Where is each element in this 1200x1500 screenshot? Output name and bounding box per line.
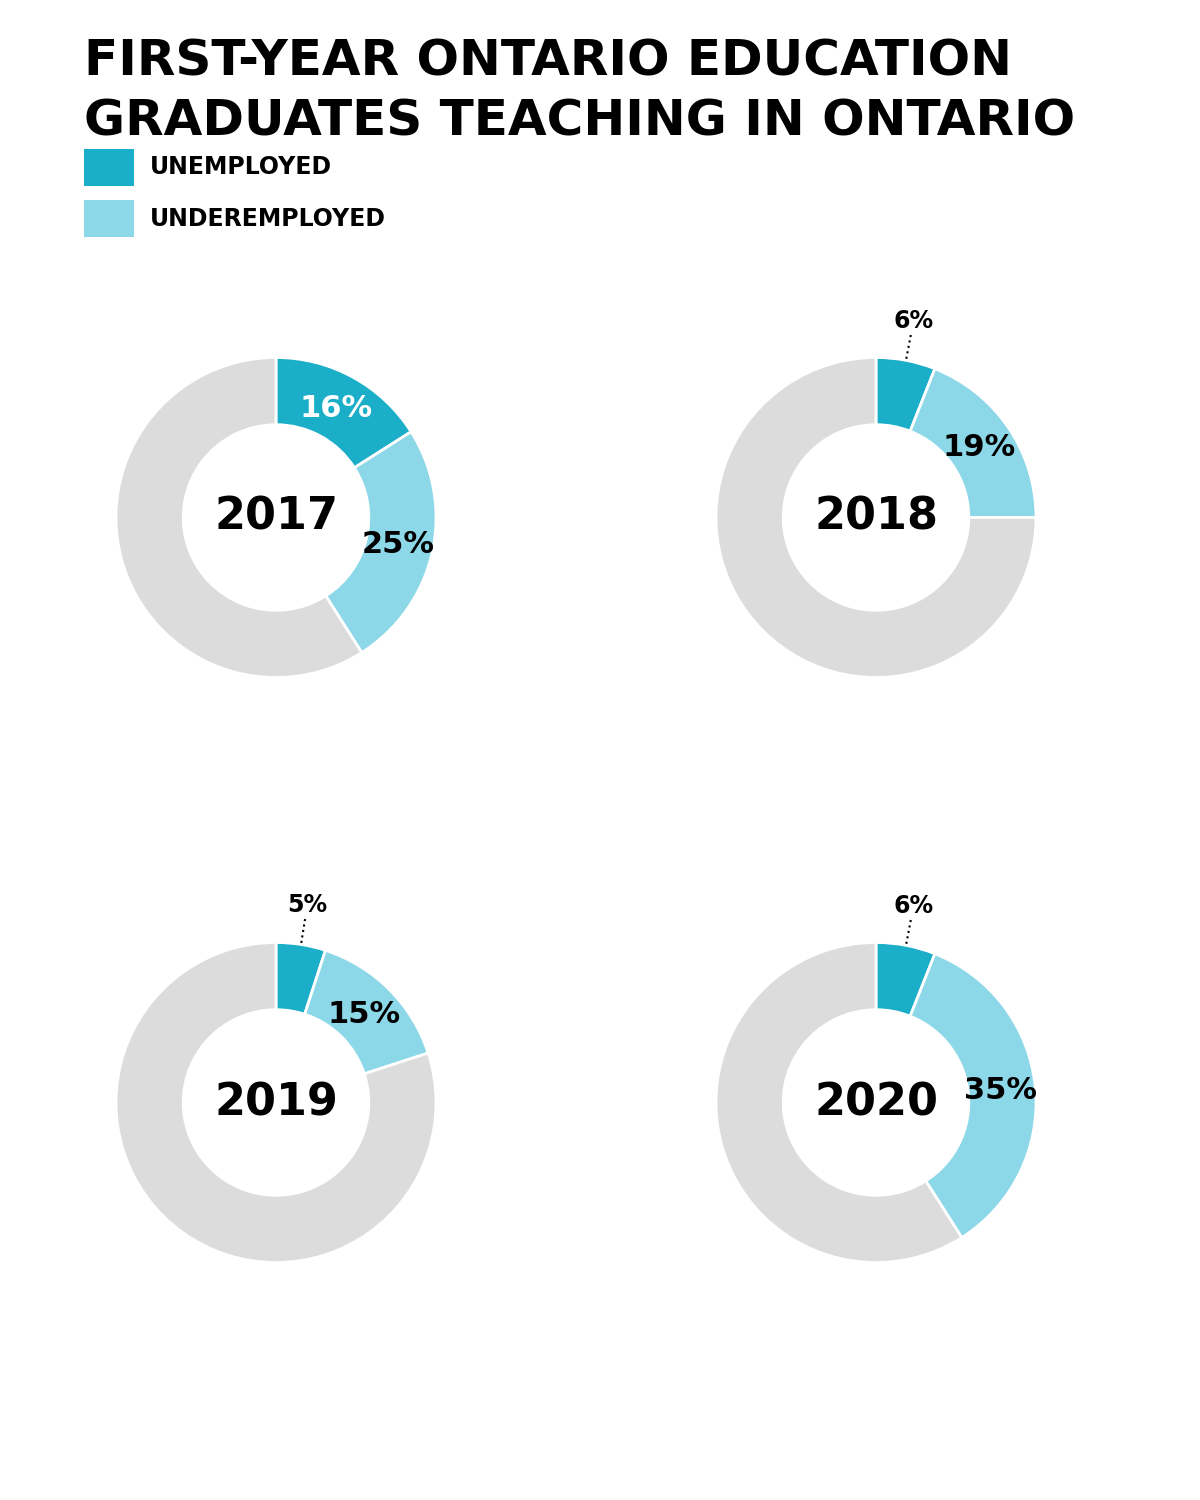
Circle shape bbox=[784, 1010, 968, 1196]
Circle shape bbox=[784, 424, 968, 610]
Wedge shape bbox=[910, 369, 1036, 518]
Text: GRADUATES TEACHING IN ONTARIO: GRADUATES TEACHING IN ONTARIO bbox=[84, 98, 1075, 146]
Wedge shape bbox=[876, 357, 935, 430]
Text: 19%: 19% bbox=[942, 433, 1016, 462]
Text: 25%: 25% bbox=[361, 530, 434, 560]
Text: 2019: 2019 bbox=[214, 1082, 338, 1124]
Wedge shape bbox=[910, 954, 1036, 1238]
Wedge shape bbox=[276, 357, 412, 468]
Text: UNEMPLOYED: UNEMPLOYED bbox=[150, 156, 332, 180]
Wedge shape bbox=[716, 942, 961, 1263]
Circle shape bbox=[184, 424, 368, 610]
Wedge shape bbox=[116, 357, 361, 678]
Wedge shape bbox=[716, 357, 1036, 678]
Text: 15%: 15% bbox=[328, 1000, 401, 1029]
Wedge shape bbox=[305, 951, 428, 1074]
Text: 5%: 5% bbox=[287, 892, 328, 916]
Text: FIRST-YEAR ONTARIO EDUCATION: FIRST-YEAR ONTARIO EDUCATION bbox=[84, 38, 1012, 86]
Text: 2020: 2020 bbox=[814, 1082, 938, 1124]
Text: 35%: 35% bbox=[964, 1077, 1037, 1106]
Wedge shape bbox=[325, 432, 436, 652]
Text: 2017: 2017 bbox=[214, 496, 338, 538]
Wedge shape bbox=[876, 942, 935, 1016]
Text: 16%: 16% bbox=[300, 393, 373, 423]
Text: 6%: 6% bbox=[894, 309, 934, 333]
Wedge shape bbox=[276, 942, 325, 1014]
Wedge shape bbox=[116, 942, 436, 1263]
Text: 6%: 6% bbox=[894, 894, 934, 918]
Text: 2018: 2018 bbox=[814, 496, 938, 538]
Text: UNDEREMPLOYED: UNDEREMPLOYED bbox=[150, 207, 386, 231]
Circle shape bbox=[184, 1010, 368, 1196]
